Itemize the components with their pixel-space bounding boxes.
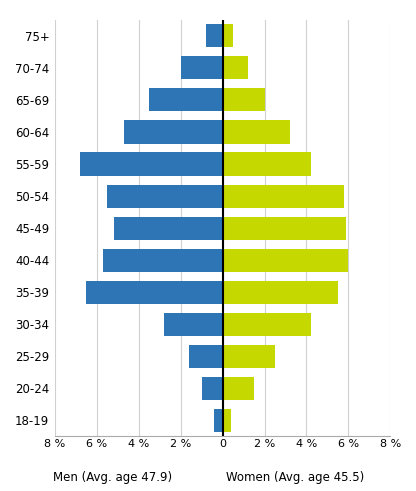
Bar [214,409,223,432]
Bar [223,56,248,80]
Bar [107,185,223,208]
Text: Men (Avg. age 47.9): Men (Avg. age 47.9) [53,471,172,484]
Bar [202,377,223,400]
Bar [223,153,311,176]
Bar [223,25,233,48]
Bar [223,88,265,111]
Bar [206,25,223,48]
Bar [103,248,223,272]
Bar [189,345,223,368]
Bar [181,56,223,80]
Bar [80,153,223,176]
Bar [124,120,223,143]
Text: Women (Avg. age 45.5): Women (Avg. age 45.5) [226,471,364,484]
Bar [223,377,254,400]
Bar [223,280,338,303]
Bar [223,313,311,336]
Bar [223,248,349,272]
Bar [149,88,223,111]
Bar [114,217,223,240]
Bar [86,280,223,303]
Bar [223,345,275,368]
Bar [164,313,223,336]
Bar [223,120,290,143]
Bar [223,217,347,240]
Bar [223,409,231,432]
Bar [223,185,344,208]
